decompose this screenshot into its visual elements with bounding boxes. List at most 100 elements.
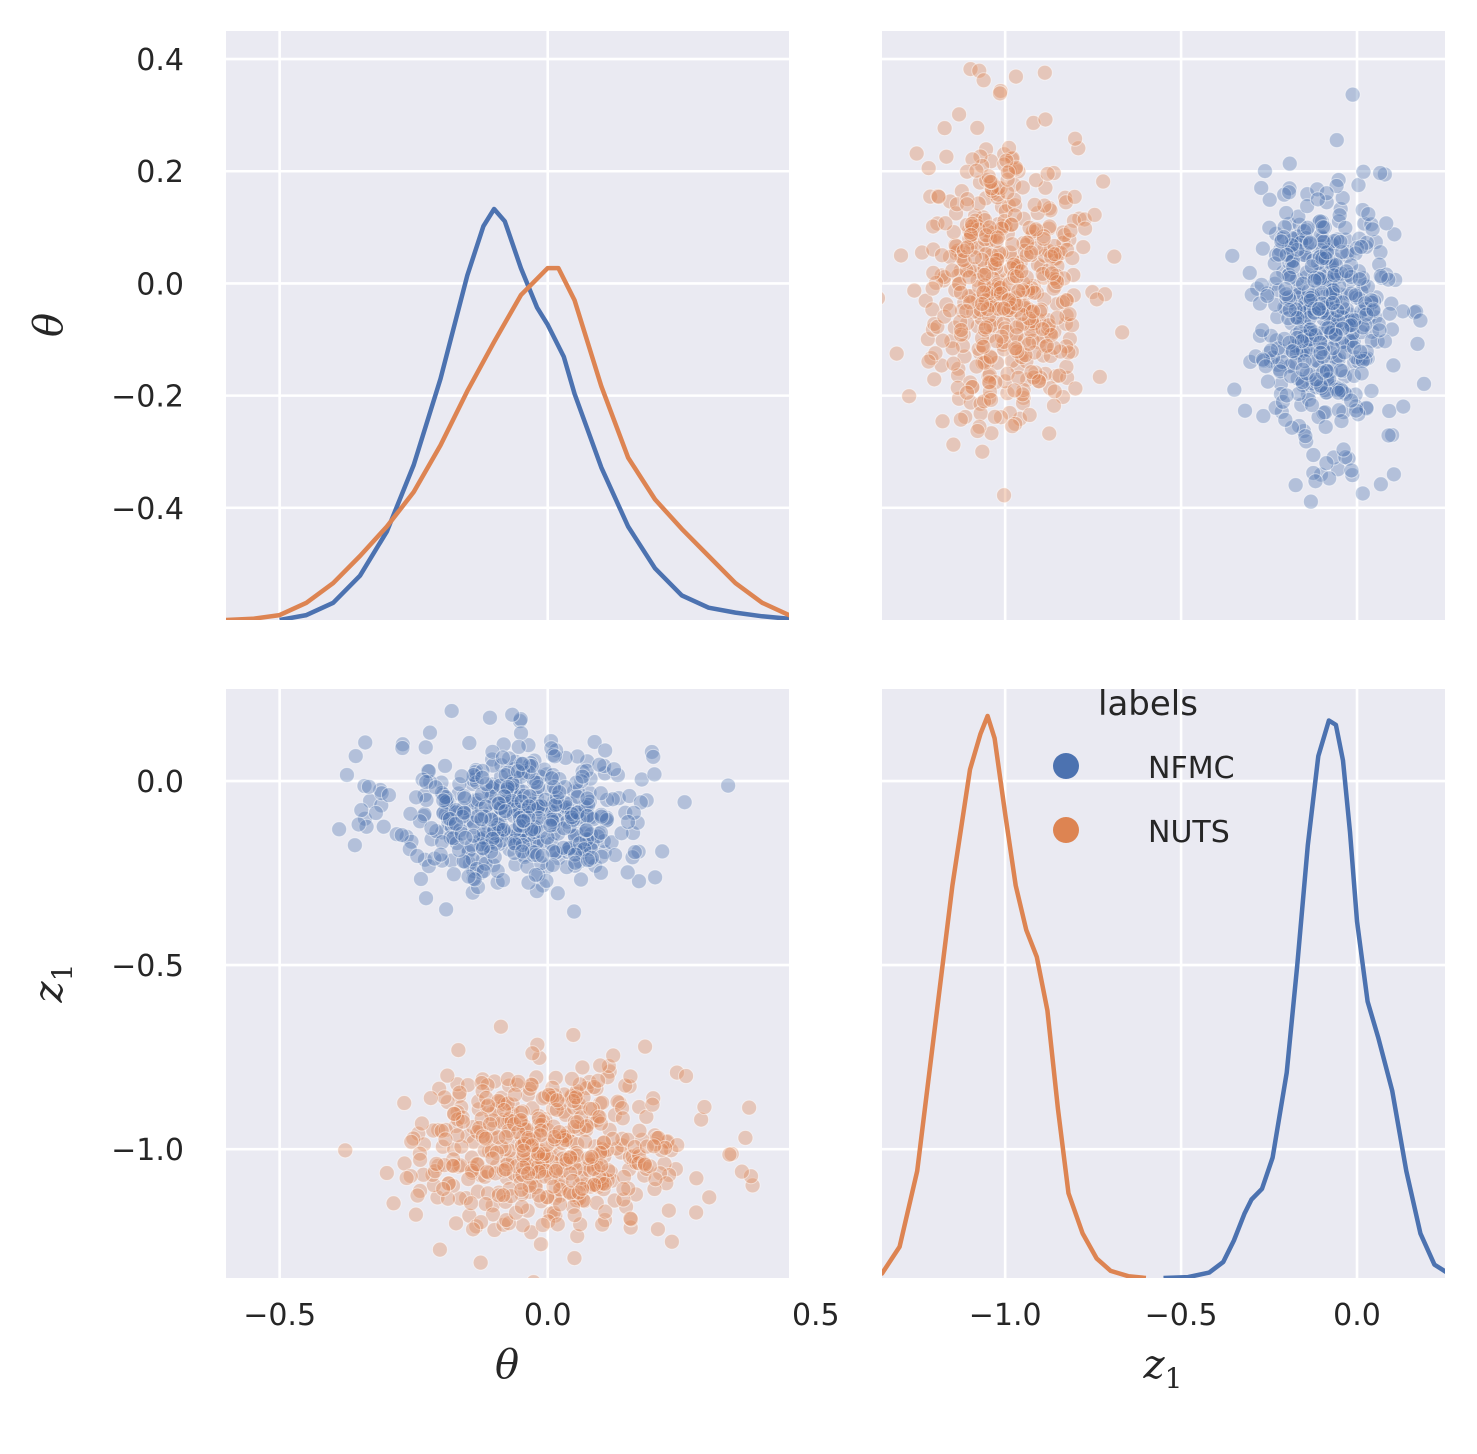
scatter-point-nfmc <box>460 868 477 885</box>
scatter-point-nfmc <box>432 846 449 863</box>
scatter-point-nuts <box>971 418 988 435</box>
scatter-point-nuts <box>436 1157 453 1174</box>
scatter-point-nuts <box>549 1092 566 1109</box>
scatter-point-nuts <box>971 62 988 79</box>
scatter-point-nuts <box>511 1168 528 1185</box>
scatter-point-nfmc <box>1360 206 1377 223</box>
scatter-point-nfmc <box>1330 384 1347 401</box>
scatter-point-nfmc <box>1363 382 1380 399</box>
scatter-point-nuts <box>1061 331 1078 348</box>
scatter-point-nuts <box>733 1163 750 1180</box>
scatter-point-nuts <box>1097 286 1114 303</box>
scatter-point-nfmc <box>542 817 559 834</box>
scatter-point-nuts <box>952 284 969 301</box>
scatter-point-nfmc <box>1412 312 1429 329</box>
scatter-point-nfmc <box>1277 281 1294 298</box>
scatter-point-nuts <box>975 72 992 89</box>
scatter-point-nfmc <box>1307 473 1324 490</box>
scatter-point-nuts <box>669 1137 686 1154</box>
scatter-point-nfmc <box>546 748 563 765</box>
scatter-point-nfmc <box>423 831 440 848</box>
scatter-point-nuts <box>582 1100 599 1117</box>
scatter-point-nuts <box>951 106 968 123</box>
scatter-point-nuts <box>431 1241 448 1258</box>
scatter-point-nfmc <box>367 805 384 822</box>
scatter-point-nuts <box>497 1161 514 1178</box>
scatter-point-nuts <box>566 1207 583 1224</box>
scatter-point-nfmc <box>1395 398 1412 415</box>
scatter-point-nuts <box>530 1110 547 1127</box>
scatter-point-nfmc <box>593 808 610 825</box>
scatter-point-nuts <box>597 1203 614 1220</box>
scatter-point-nfmc <box>1352 343 1369 360</box>
scatter-point-nfmc <box>388 826 405 843</box>
scatter-point-nfmc <box>465 766 482 783</box>
scatter-point-nfmc <box>1268 270 1285 287</box>
scatter-point-nuts <box>945 224 962 241</box>
scatter-point-nfmc <box>447 815 464 832</box>
scatter-point-nfmc <box>443 702 460 719</box>
scatter-point-nfmc <box>1281 184 1298 201</box>
scatter-point-nfmc <box>497 767 514 784</box>
scatter-point-nuts <box>1018 247 1035 264</box>
scatter-point-nfmc <box>1383 321 1400 338</box>
scatter-point-nfmc <box>1358 343 1375 360</box>
scatter-point-nuts <box>1045 165 1062 182</box>
scatter-point-nuts <box>1065 266 1082 283</box>
x-tick-label: 0.0 <box>524 1298 572 1333</box>
scatter-point-nfmc <box>543 770 560 787</box>
scatter-point-nuts <box>1095 173 1112 190</box>
scatter-point-nuts <box>562 1149 579 1166</box>
legend-label-nfmc: NFMC <box>1148 751 1235 786</box>
scatter-point-nfmc <box>597 742 614 759</box>
scatter-point-nuts <box>1046 246 1063 263</box>
scatter-point-nuts <box>520 1129 537 1146</box>
scatter-point-nuts <box>474 1128 491 1145</box>
scatter-point-nfmc <box>626 844 643 861</box>
scatter-point-nfmc <box>421 724 438 741</box>
scatter-point-nfmc <box>1343 317 1360 334</box>
scatter-point-nuts <box>990 186 1007 203</box>
scatter-point-nfmc <box>394 740 411 757</box>
scatter-point-nfmc <box>1386 226 1403 243</box>
scatter-point-nuts <box>968 162 985 179</box>
scatter-point-nuts <box>470 1093 487 1110</box>
scatter-point-nuts <box>510 1073 527 1090</box>
scatter-point-nfmc <box>1302 493 1319 510</box>
scatter-point-nuts <box>1014 179 1031 196</box>
kde-line-nuts <box>226 265 789 620</box>
scatter-point-nfmc <box>1350 177 1367 194</box>
x-tick-label: 0.5 <box>792 1298 840 1333</box>
y-tick-label: 0.0 <box>136 267 184 302</box>
scatter-point-nfmc <box>1261 219 1278 236</box>
scatter-point-nuts <box>975 284 992 301</box>
scatter-point-nuts <box>721 1146 738 1163</box>
scatter-point-nuts <box>433 1122 450 1139</box>
scatter-point-nfmc <box>603 834 620 851</box>
scatter-point-nuts <box>987 374 1004 391</box>
scatter-point-nuts <box>523 1076 540 1093</box>
scatter-point-nuts <box>591 1108 608 1125</box>
scatter-point-nuts <box>969 119 986 136</box>
scatter-point-nfmc <box>474 769 491 786</box>
scatter-point-nfmc <box>1394 303 1411 320</box>
scatter-point-nuts <box>924 280 941 297</box>
scatter-point-nuts <box>530 1187 547 1204</box>
scatter-point-nuts <box>1024 303 1041 320</box>
scatter-point-nuts <box>535 1145 552 1162</box>
scatter-point-nfmc <box>1329 302 1346 319</box>
scatter-point-nuts <box>1088 291 1105 308</box>
scatter-point-nfmc <box>1287 477 1304 494</box>
scatter-point-nfmc <box>1371 322 1388 339</box>
scatter-point-nfmc <box>402 805 419 822</box>
scatter-point-nfmc <box>510 738 527 755</box>
scatter-point-nuts <box>497 1128 514 1145</box>
scatter-point-nuts <box>486 1222 503 1239</box>
scatter-point-nuts <box>941 302 958 319</box>
scatter-point-nuts <box>925 241 942 258</box>
scatter-point-nfmc <box>630 873 647 890</box>
scatter-point-nuts <box>989 251 1006 268</box>
scatter-point-nuts <box>450 1042 467 1059</box>
scatter-point-nuts <box>398 1170 415 1187</box>
scatter-point-nuts <box>701 1189 718 1206</box>
